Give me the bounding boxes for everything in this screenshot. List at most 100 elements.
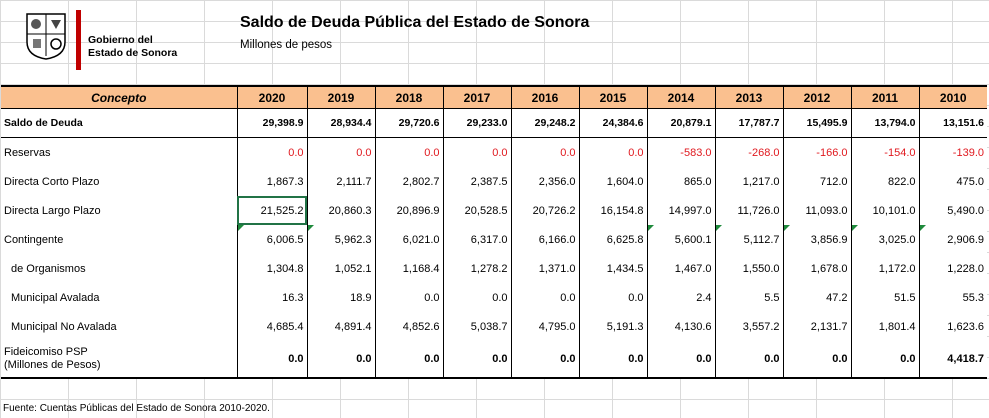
table-cell[interactable]: 20,896.9 (374, 196, 443, 225)
table-cell[interactable]: 1,371.0 (510, 254, 579, 283)
table-cell[interactable]: 4,130.6 (646, 312, 715, 341)
table-cell[interactable]: 1,867.3 (236, 167, 307, 196)
table-cell[interactable]: 0.0 (442, 341, 511, 379)
col-header-year[interactable]: 2014 (646, 85, 715, 109)
table-cell[interactable]: 5,038.7 (442, 312, 511, 341)
row-label[interactable]: Municipal Avalada (11, 291, 100, 304)
table-cell[interactable]: 20,528.5 (442, 196, 511, 225)
row-label[interactable]: de Organismos (11, 262, 86, 275)
table-cell[interactable]: 4,418.7 (918, 341, 987, 379)
table-cell[interactable]: 1,550.0 (714, 254, 783, 283)
table-cell[interactable]: 2,387.5 (442, 167, 511, 196)
table-cell[interactable]: 5,112.7 (714, 225, 783, 254)
table-cell[interactable]: 29,398.9 (236, 108, 307, 138)
table-cell[interactable]: 20,726.2 (510, 196, 579, 225)
table-cell[interactable]: 1,168.4 (374, 254, 443, 283)
table-cell[interactable]: 0.0 (510, 341, 579, 379)
table-cell[interactable]: 11,093.0 (782, 196, 851, 225)
table-cell[interactable]: 10,101.0 (850, 196, 919, 225)
table-cell[interactable]: 3,557.2 (714, 312, 783, 341)
table-cell[interactable]: 475.0 (918, 167, 987, 196)
table-cell[interactable]: 5,962.3 (306, 225, 375, 254)
table-cell[interactable]: 0.0 (510, 137, 579, 167)
table-cell[interactable]: 5,191.3 (578, 312, 647, 341)
row-label[interactable]: Directa Largo Plazo (4, 204, 101, 217)
col-header-year[interactable]: 2015 (578, 85, 647, 109)
col-header-concepto[interactable]: Concepto (1, 85, 237, 109)
table-cell[interactable]: 5,490.0 (918, 196, 987, 225)
table-cell[interactable]: 0.0 (306, 137, 375, 167)
table-cell[interactable]: 0.0 (578, 283, 647, 312)
table-cell[interactable]: 0.0 (236, 341, 307, 379)
table-cell[interactable]: 29,720.6 (374, 108, 443, 138)
table-cell[interactable]: 13,794.0 (850, 108, 919, 138)
table-cell[interactable]: 2,906.9 (918, 225, 987, 254)
table-cell[interactable]: 29,248.2 (510, 108, 579, 138)
table-cell[interactable]: 51.5 (850, 283, 919, 312)
table-cell[interactable]: 1,228.0 (918, 254, 987, 283)
selected-cell[interactable]: 21,525.2 (236, 196, 307, 225)
table-cell[interactable]: 1,278.2 (442, 254, 511, 283)
table-cell[interactable]: -583.0 (646, 137, 715, 167)
table-cell[interactable]: -166.0 (782, 137, 851, 167)
row-label[interactable]: Contingente (4, 233, 64, 246)
table-cell[interactable]: 15,495.9 (782, 108, 851, 138)
table-cell[interactable]: 2,356.0 (510, 167, 579, 196)
table-cell[interactable]: 5,600.1 (646, 225, 715, 254)
table-cell[interactable]: -139.0 (918, 137, 987, 167)
row-label[interactable]: Fideicomiso PSP (Millones de Pesos) (1, 341, 237, 379)
col-header-year[interactable]: 2012 (782, 85, 851, 109)
table-cell[interactable]: 0.0 (782, 341, 851, 379)
table-cell[interactable]: 1,217.0 (714, 167, 783, 196)
table-cell[interactable]: 0.0 (646, 341, 715, 379)
table-cell[interactable]: 1,678.0 (782, 254, 851, 283)
table-cell[interactable]: 0.0 (510, 283, 579, 312)
table-cell[interactable]: 1,467.0 (646, 254, 715, 283)
table-cell[interactable]: 1,304.8 (236, 254, 307, 283)
table-cell[interactable]: 0.0 (578, 137, 647, 167)
table-cell[interactable]: 0.0 (714, 341, 783, 379)
table-cell[interactable]: 14,997.0 (646, 196, 715, 225)
table-cell[interactable]: 18.9 (306, 283, 375, 312)
table-cell[interactable]: 712.0 (782, 167, 851, 196)
table-cell[interactable]: 822.0 (850, 167, 919, 196)
table-cell[interactable]: 2,802.7 (374, 167, 443, 196)
table-cell[interactable]: 0.0 (578, 341, 647, 379)
row-label[interactable]: Saldo de Deuda (1, 108, 237, 138)
table-cell[interactable]: 6,166.0 (510, 225, 579, 254)
table-cell[interactable]: 2,111.7 (306, 167, 375, 196)
table-cell[interactable]: 0.0 (374, 137, 443, 167)
table-cell[interactable]: 1,801.4 (850, 312, 919, 341)
table-cell[interactable]: 24,384.6 (578, 108, 647, 138)
table-cell[interactable]: 2.4 (646, 283, 715, 312)
table-cell[interactable]: 28,934.4 (306, 108, 375, 138)
table-cell[interactable]: 6,006.5 (236, 225, 307, 254)
table-cell[interactable]: 3,025.0 (850, 225, 919, 254)
table-cell[interactable]: 17,787.7 (714, 108, 783, 138)
table-cell[interactable]: -154.0 (850, 137, 919, 167)
table-cell[interactable]: 1,623.6 (918, 312, 987, 341)
table-cell[interactable]: 0.0 (850, 341, 919, 379)
table-cell[interactable]: 16,154.8 (578, 196, 647, 225)
col-header-year[interactable]: 2019 (306, 85, 375, 109)
table-cell[interactable]: 0.0 (306, 341, 375, 379)
table-cell[interactable]: 6,317.0 (442, 225, 511, 254)
table-cell[interactable]: 1,052.1 (306, 254, 375, 283)
table-cell[interactable]: 47.2 (782, 283, 851, 312)
table-cell[interactable]: 6,021.0 (374, 225, 443, 254)
table-cell[interactable]: 4,852.6 (374, 312, 443, 341)
table-cell[interactable]: 2,131.7 (782, 312, 851, 341)
table-cell[interactable]: 0.0 (374, 341, 443, 379)
table-cell[interactable]: -268.0 (714, 137, 783, 167)
table-cell[interactable]: 0.0 (442, 137, 511, 167)
col-header-year[interactable]: 2011 (850, 85, 919, 109)
table-cell[interactable]: 0.0 (442, 283, 511, 312)
table-cell[interactable]: 20,879.1 (646, 108, 715, 138)
table-cell[interactable]: 3,856.9 (782, 225, 851, 254)
table-cell[interactable]: 55.3 (918, 283, 987, 312)
table-cell[interactable]: 6,625.8 (578, 225, 647, 254)
col-header-year[interactable]: 2020 (236, 85, 307, 109)
table-cell[interactable]: 11,726.0 (714, 196, 783, 225)
table-cell[interactable]: 29,233.0 (442, 108, 511, 138)
table-cell[interactable]: 20,860.3 (306, 196, 375, 225)
